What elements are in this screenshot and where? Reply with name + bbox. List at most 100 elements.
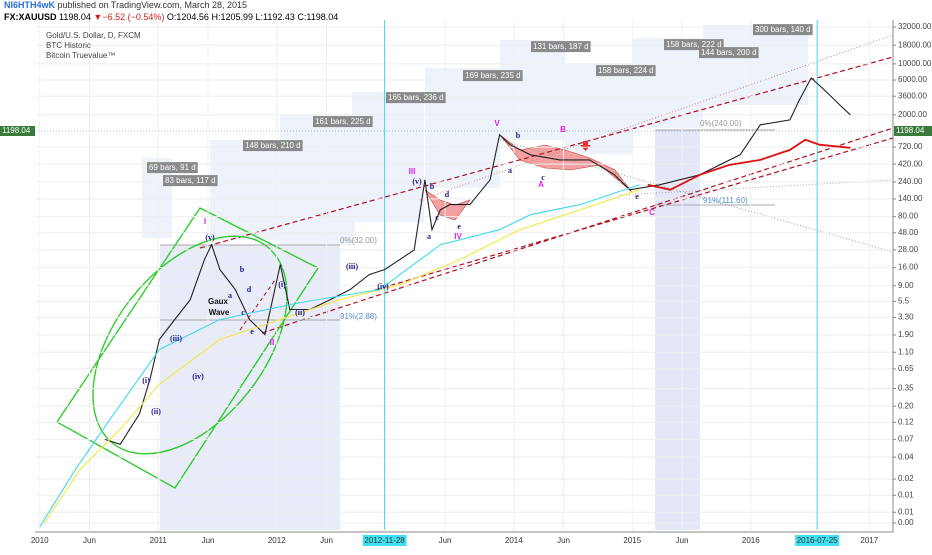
chart-title: Gold/U.S. Dollar, D, FXCM <box>46 31 141 40</box>
x-tick-label: 2017 <box>860 536 878 545</box>
y-tick-label: 140.00 <box>898 194 923 203</box>
plot <box>35 77 893 528</box>
price-label: 1198.04 <box>2 126 31 135</box>
price-marker <box>0 126 35 137</box>
y-tick-label: 0.20 <box>898 401 914 410</box>
measure-box <box>596 65 656 77</box>
wave-label: c <box>241 308 245 317</box>
measure-area <box>500 40 565 140</box>
x-tick-highlight <box>795 535 840 546</box>
y-tick-label: 16.00 <box>898 263 919 272</box>
wave-label: (i) <box>142 376 150 385</box>
x-tick-label: 2012 <box>268 536 286 545</box>
measure-label: 169 bars, 235 d <box>465 71 521 80</box>
pattern <box>424 189 471 221</box>
measure-box <box>163 175 218 187</box>
measure-label: 165 bars, 236 d <box>388 93 444 102</box>
trendline <box>239 279 276 331</box>
fib-label: 91%(2.88) <box>340 312 377 321</box>
trendline <box>374 137 894 291</box>
measure-area <box>565 64 633 154</box>
series-line <box>44 189 640 524</box>
wave-label: c <box>541 173 545 182</box>
wave-label: Gaux <box>208 297 229 306</box>
low: L:1192.43 <box>256 12 295 22</box>
symbol: FX:XAUUSD <box>4 12 57 22</box>
measure-box <box>386 92 446 104</box>
ellipse <box>92 235 288 455</box>
y-tick-label: 9.00 <box>898 281 914 290</box>
price-label: 1198.04 <box>896 126 925 135</box>
y-tick-label: 0.35 <box>898 384 914 393</box>
decor <box>55 25 894 530</box>
measure-area <box>633 38 703 128</box>
wave-label: b <box>516 131 521 140</box>
y-tick-label: 32000.00 <box>898 22 932 31</box>
wave-label: e <box>457 222 461 231</box>
measure-box <box>699 47 759 59</box>
measure-area <box>280 115 355 245</box>
y-tick-label: 10000.00 <box>898 59 932 68</box>
measure-area <box>352 92 424 222</box>
wave-label: a <box>427 232 431 241</box>
wave-label: b <box>430 182 435 191</box>
wave-label: A <box>538 180 544 189</box>
x-tick-label: 2011 <box>150 536 168 545</box>
x-tick-label: 2016 <box>742 536 760 545</box>
y-tick-label: 0.65 <box>898 364 914 373</box>
y-tick-label: 3600.00 <box>898 91 927 100</box>
measure-label: 69 bars, 91 d <box>149 163 196 172</box>
last: 1198.04 <box>59 12 91 22</box>
fib-label: 0%(240.00) <box>700 119 742 128</box>
trendline <box>499 139 894 253</box>
y-tick-label: 420.00 <box>898 159 923 168</box>
y-tick-label: 240.00 <box>898 177 923 186</box>
series-line <box>104 77 851 445</box>
x-tick-label: Jun <box>320 536 333 545</box>
wave-label: (v) <box>205 233 215 242</box>
shaded-range <box>160 245 340 530</box>
y-tick-label: 2000.00 <box>898 110 927 119</box>
axes: 32000.00 18000.00 10000.00 6000.00 3600.00 20… <box>0 22 932 546</box>
measure-box <box>664 39 724 51</box>
y-tick-label: 0.07 <box>898 435 914 444</box>
series-line <box>39 184 640 528</box>
measure-box <box>313 116 373 128</box>
wave-label: I <box>204 217 206 226</box>
y-tick-label: 5.5 <box>898 296 910 305</box>
annotations: IIIIIIIVVABC(i)(ii)(iii)(iv)(v)abcde(i)(… <box>142 24 813 416</box>
x-tick-label: Jun <box>83 536 96 545</box>
measure-area <box>425 68 500 188</box>
measure-label: 161 bars, 225 d <box>315 117 371 126</box>
trendline <box>419 34 894 201</box>
open: O:1204.56 <box>167 12 209 22</box>
y-tick-label: 18000.00 <box>898 40 932 49</box>
wave-label: III <box>409 167 416 176</box>
y-tick-label: 28.00 <box>898 245 919 254</box>
measure-label: 148 bars, 210 d <box>245 141 301 150</box>
pattern <box>499 134 633 193</box>
wave-label: d <box>247 285 252 294</box>
header: NI6HTH4wK published on TradingView.com, … <box>4 0 247 10</box>
y-tick-label: 0.01 <box>898 507 914 516</box>
y-tick-label: 6000.00 <box>898 75 927 84</box>
author: NI6HTH4wK <box>4 0 56 10</box>
shaded-range <box>655 130 700 530</box>
measure-area <box>210 140 280 240</box>
measure-label: 144 bars, 200 d <box>701 48 757 57</box>
wave-label: c <box>435 213 439 222</box>
measure-box <box>243 140 303 152</box>
series-line <box>647 138 851 191</box>
wave-label: (v) <box>412 177 422 186</box>
wave-label: (ii) <box>295 308 305 317</box>
close: C:1198.04 <box>297 12 338 22</box>
x-tick-highlight <box>362 535 407 546</box>
change: −6.52 (−0.54%) <box>102 12 164 22</box>
wave-label: (ii) <box>151 407 161 416</box>
y-tick-label: 0.01 <box>898 490 914 499</box>
x-tick-label: 2012-11-28 <box>364 536 405 545</box>
y-tick-label: 80.00 <box>898 212 919 221</box>
x-tick-label: 2016-07-25 <box>797 536 838 545</box>
x-tick-label: Jun <box>439 536 452 545</box>
fib-label: 0%(32.00) <box>340 236 377 245</box>
